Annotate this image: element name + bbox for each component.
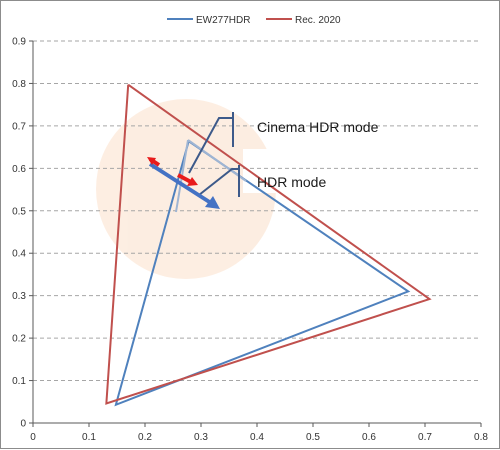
x-tick-label: 0.3 — [194, 432, 208, 443]
x-tick-label: 0 — [30, 432, 36, 443]
y-tick-label: 0 — [20, 419, 26, 430]
red-arrow-main-head — [187, 177, 198, 186]
annotation-graphics — [147, 112, 247, 213]
grid-lines — [33, 40, 481, 382]
light-gamut-edge-2 — [187, 139, 247, 182]
y-tick-label: 0.8 — [12, 79, 26, 90]
red-arrow-main-shaft — [177, 173, 192, 184]
x-tick-label: 0.7 — [418, 432, 432, 443]
series-line-ew277hdr — [114, 140, 411, 407]
y-tick-label: 0.1 — [12, 376, 26, 387]
series-line-rec-2020 — [105, 83, 432, 405]
annotation-hdr-mode: HDR mode — [257, 174, 326, 190]
y-tick-label: 0.7 — [12, 121, 26, 132]
hdr-mode-pointer — [198, 168, 239, 196]
y-tick-label: 0.5 — [12, 206, 26, 217]
x-tick-label: 0.1 — [82, 432, 96, 443]
legend: EW277HDR Rec. 2020 — [167, 15, 341, 26]
y-tick-label: 0.4 — [12, 249, 26, 260]
x-tick-label: 0.6 — [362, 432, 376, 443]
x-tick-labels: 0 0.1 0.2 0.3 0.4 0.5 0.6 0.7 0.8 — [30, 432, 488, 443]
x-tick-label: 0.8 — [474, 432, 488, 443]
x-tick-label: 0.5 — [306, 432, 320, 443]
blue-arrow-shaft — [148, 162, 213, 205]
y-tick-label: 0.3 — [12, 291, 26, 302]
legend-label-ew277hdr: EW277HDR — [196, 15, 250, 26]
blue-arrow-head — [205, 196, 220, 209]
annotation-cinema-hdr: Cinema HDR mode — [257, 119, 379, 135]
cinema-mode-pointer — [188, 117, 233, 174]
red-arrow-small-head — [147, 157, 156, 165]
y-tick-label: 0.2 — [12, 334, 26, 345]
legend-label-rec2020: Rec. 2020 — [295, 15, 341, 26]
series-group — [105, 83, 432, 407]
y-tick-label: 0.6 — [12, 164, 26, 175]
axes — [29, 40, 482, 427]
x-tick-label: 0.2 — [138, 432, 152, 443]
y-tick-label: 0.9 — [12, 37, 26, 48]
y-tick-labels: 0 0.1 0.2 0.3 0.4 0.5 0.6 0.7 0.8 0.9 — [12, 37, 26, 430]
x-tick-label: 0.4 — [250, 432, 264, 443]
